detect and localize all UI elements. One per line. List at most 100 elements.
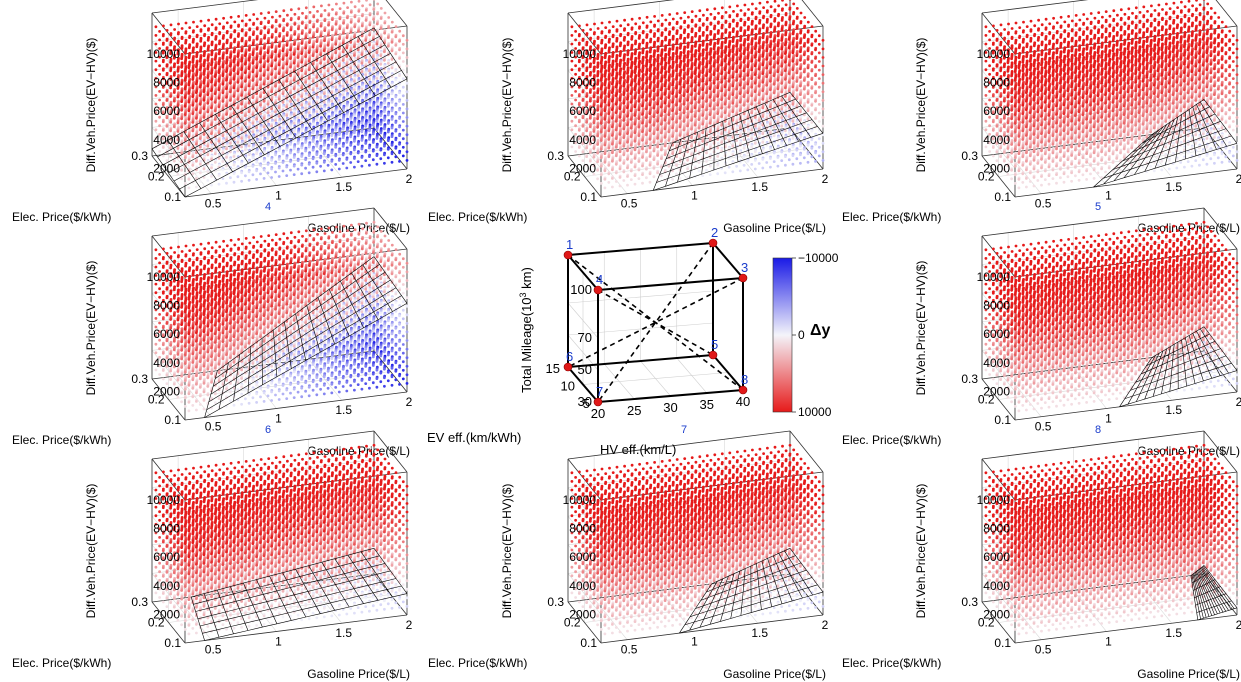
data-point — [294, 13, 297, 16]
data-point — [196, 25, 199, 28]
data-point — [207, 39, 210, 42]
data-point — [166, 99, 169, 102]
data-point — [233, 21, 236, 24]
data-point — [376, 3, 379, 6]
data-point — [305, 17, 308, 20]
data-point — [316, 20, 319, 23]
back-wall-gridline — [152, 0, 374, 13]
data-point — [320, 15, 323, 18]
data-point — [384, 12, 387, 15]
data-point — [155, 94, 158, 97]
data-point — [162, 120, 165, 123]
data-point — [297, 28, 300, 31]
data-point — [275, 10, 278, 13]
data-point — [297, 17, 300, 20]
data-point — [286, 24, 289, 27]
data-point — [327, 24, 330, 27]
data-point — [177, 33, 180, 36]
data-point — [192, 31, 195, 34]
data-point — [211, 23, 214, 26]
data-point — [222, 27, 225, 30]
data-point — [282, 29, 285, 32]
data-point — [241, 30, 244, 33]
data-point — [365, 19, 368, 22]
data-point — [252, 23, 255, 26]
data-point — [162, 69, 165, 72]
data-point — [282, 19, 285, 22]
data-point — [237, 25, 240, 28]
data-point — [169, 121, 172, 124]
data-point — [357, 10, 360, 13]
data-point — [196, 35, 199, 38]
data-point — [346, 16, 349, 19]
data-point — [200, 20, 203, 23]
data-point — [312, 26, 315, 29]
data-point — [350, 21, 353, 24]
data-point — [177, 23, 180, 26]
data-point — [290, 18, 293, 21]
data-point — [166, 91, 169, 94]
data-point — [199, 40, 202, 43]
plot-box-edge — [374, 128, 407, 169]
data-point — [380, 17, 383, 20]
data-point — [155, 128, 158, 131]
data-point — [275, 30, 278, 33]
data-point — [215, 28, 218, 31]
data-point — [162, 43, 165, 46]
data-point — [312, 16, 315, 19]
data-point — [237, 15, 240, 18]
data-point — [365, 9, 368, 12]
data-point — [323, 19, 326, 22]
data-point — [166, 29, 169, 32]
data-point — [290, 8, 293, 11]
data-point — [342, 22, 345, 25]
data-point — [271, 26, 274, 29]
data-point — [169, 155, 172, 158]
data-point — [308, 21, 311, 24]
data-point — [173, 38, 176, 41]
data-point — [350, 11, 353, 14]
data-point — [358, 0, 361, 3]
data-point — [301, 22, 304, 25]
data-point — [158, 150, 161, 153]
data-point — [293, 23, 296, 26]
data-point — [245, 14, 248, 17]
data-point — [184, 42, 187, 45]
data-point — [248, 19, 251, 22]
data-point — [267, 11, 270, 14]
data-point — [335, 3, 338, 6]
data-point — [211, 33, 214, 36]
data-point — [301, 12, 304, 15]
data-point — [259, 32, 262, 35]
data-point — [372, 18, 375, 21]
data-point — [305, 27, 308, 30]
data-point — [335, 13, 338, 16]
data-point — [155, 68, 158, 71]
data-point — [230, 26, 233, 29]
data-point — [226, 32, 229, 35]
data-point — [256, 18, 259, 21]
data-point — [226, 21, 229, 24]
data-point — [244, 34, 247, 37]
data-point — [229, 36, 232, 39]
data-point — [342, 12, 345, 15]
data-point — [207, 29, 210, 32]
data-point — [275, 20, 278, 23]
data-point — [169, 95, 172, 98]
data-point — [188, 36, 191, 39]
data-point — [380, 7, 383, 10]
data-point — [207, 19, 210, 22]
data-point — [256, 28, 259, 31]
data-point — [252, 13, 255, 16]
data-point — [158, 124, 161, 127]
data-point — [169, 34, 172, 37]
data-point — [267, 21, 270, 24]
data-point — [328, 4, 331, 7]
data-point — [237, 35, 240, 38]
data-point — [376, 13, 379, 16]
data-point — [169, 61, 172, 64]
data-point — [166, 39, 169, 42]
data-point — [158, 39, 161, 42]
data-point — [158, 99, 161, 102]
data-point — [312, 6, 315, 9]
